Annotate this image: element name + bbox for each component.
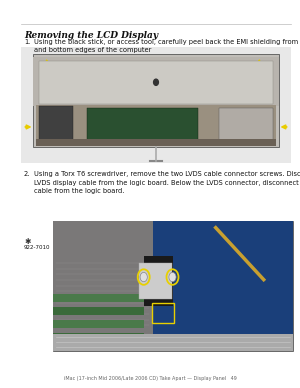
Text: Removing the LCD Display: Removing the LCD Display <box>24 31 158 40</box>
Bar <box>33 57 279 106</box>
Bar <box>144 256 172 306</box>
Text: 1.: 1. <box>24 39 30 45</box>
Bar <box>219 108 273 144</box>
Bar <box>52 333 144 341</box>
Bar <box>39 61 273 104</box>
Bar <box>52 334 292 351</box>
Bar <box>52 320 144 328</box>
Bar <box>152 303 174 322</box>
Bar <box>39 106 74 144</box>
Circle shape <box>154 79 158 85</box>
Bar <box>36 139 276 146</box>
Bar <box>52 307 144 315</box>
Text: ✱: ✱ <box>24 237 30 246</box>
Text: Using the black stick, or access tool, carefully peel back the EMI shielding fro: Using the black stick, or access tool, c… <box>34 39 300 53</box>
Circle shape <box>140 272 147 282</box>
Text: Using a Torx T6 screwdriver, remove the two LVDS cable connector screws. Disconn: Using a Torx T6 screwdriver, remove the … <box>34 171 300 194</box>
Bar <box>52 294 144 302</box>
Text: iMac (17-inch Mid 2006/Late 2006 CD) Take Apart — Display Panel   49: iMac (17-inch Mid 2006/Late 2006 CD) Tak… <box>64 376 236 381</box>
Circle shape <box>169 272 176 282</box>
Text: 2.: 2. <box>24 171 30 177</box>
Bar <box>52 221 153 351</box>
Bar <box>21 47 291 163</box>
Text: 922-7010: 922-7010 <box>24 245 50 250</box>
Bar <box>33 54 279 147</box>
Bar <box>153 221 292 351</box>
Bar <box>87 108 198 144</box>
Bar <box>52 221 292 351</box>
Bar <box>36 104 276 146</box>
Bar <box>139 263 172 299</box>
